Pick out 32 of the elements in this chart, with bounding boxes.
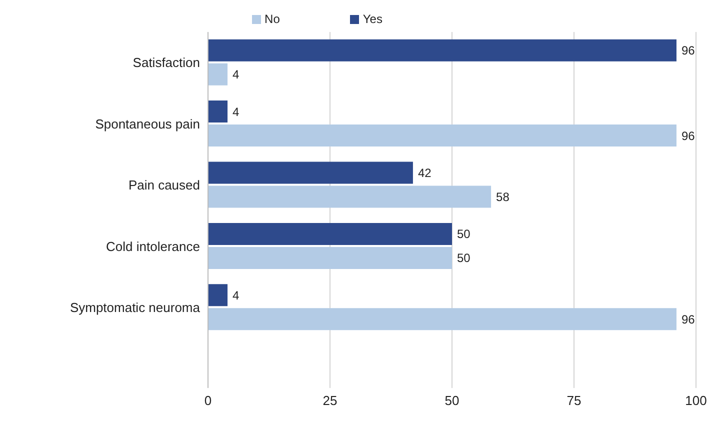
y-tick-label: Pain caused xyxy=(128,178,200,193)
data-label: 4 xyxy=(232,68,240,82)
legend-label: Yes xyxy=(362,12,382,26)
bar xyxy=(208,284,228,306)
data-label: 96 xyxy=(681,312,696,326)
data-label: 50 xyxy=(457,251,471,266)
data-label: 58 xyxy=(496,190,510,204)
data-label: 4 xyxy=(232,288,240,302)
data-label: 96 xyxy=(681,44,696,58)
bar xyxy=(208,100,228,123)
y-tick-label: Cold intolerance xyxy=(106,238,200,254)
bar xyxy=(208,124,676,147)
data-label: 96 xyxy=(681,128,696,143)
x-tick-label: 100 xyxy=(685,393,707,408)
bar xyxy=(208,162,413,184)
data-label: 42 xyxy=(418,166,432,180)
bar xyxy=(208,186,492,208)
bar xyxy=(208,39,676,62)
legend-label: No xyxy=(264,12,280,26)
bar xyxy=(208,308,676,330)
x-tick-label: 50 xyxy=(444,393,460,408)
bar xyxy=(208,63,228,86)
data-label: 50 xyxy=(457,227,471,242)
x-tick-label: 25 xyxy=(322,393,338,408)
bar xyxy=(208,246,452,269)
y-tick-label: Symptomatic neuroma xyxy=(70,300,201,316)
data-label: 4 xyxy=(232,104,240,119)
y-tick-label: Spontaneous pain xyxy=(95,116,200,132)
y-tick-label: Satisfaction xyxy=(132,55,200,70)
x-tick-label: 0 xyxy=(204,393,212,408)
x-tick-label: 75 xyxy=(566,393,582,408)
bar xyxy=(208,222,452,245)
